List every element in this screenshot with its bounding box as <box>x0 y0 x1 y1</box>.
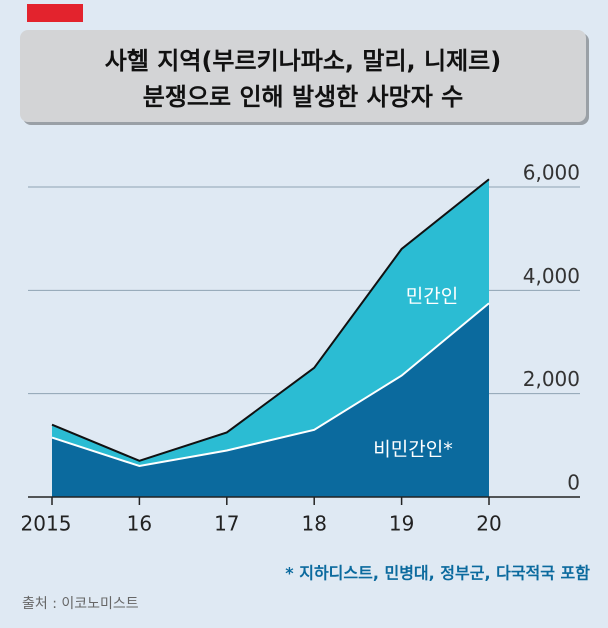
x-tick-label: 17 <box>214 512 239 536</box>
y-tick-label: 0 <box>567 471 580 495</box>
x-tick-label: 2015 <box>21 512 72 536</box>
series-line <box>51 302 490 468</box>
chart-title: 분쟁으로 인해 발생한 사망자 수 <box>143 83 463 111</box>
chart-title: 사헬 지역(부르키나파소, 말리, 니제르) <box>105 47 501 75</box>
y-tick-label: 4,000 <box>523 264 580 288</box>
area <box>52 303 489 497</box>
x-tick-label: 16 <box>127 512 152 536</box>
title-box <box>20 30 586 122</box>
area <box>52 179 489 466</box>
x-tick-label: 19 <box>389 512 414 536</box>
footnote: * 지하디스트, 민병대, 정부군, 다국적국 포함 <box>285 564 590 583</box>
x-tick-label: 18 <box>301 512 326 536</box>
y-tick-label: 2,000 <box>523 367 580 391</box>
series-line <box>51 178 490 462</box>
area-label: 민간인 <box>406 286 458 308</box>
x-tick-label: 20 <box>476 512 501 536</box>
source: 출처 : 이코노미스트 <box>22 596 139 612</box>
brand-tag <box>27 4 83 22</box>
y-tick-label: 6,000 <box>523 161 580 185</box>
area-label: 비민간인* <box>373 439 452 461</box>
